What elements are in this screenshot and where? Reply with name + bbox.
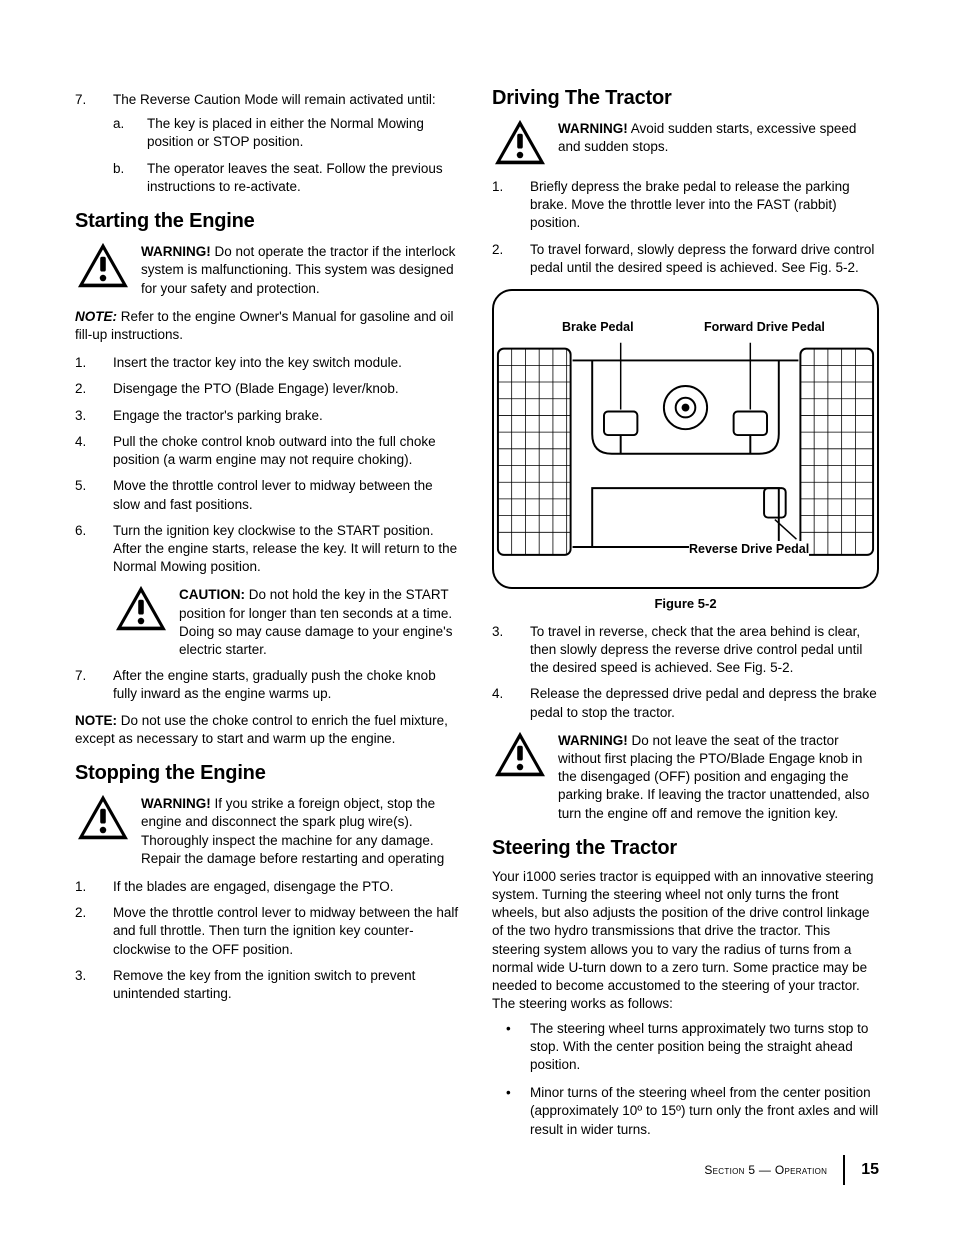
warning-icon — [75, 793, 131, 843]
list-item: Minor turns of the steering wheel from t… — [492, 1084, 879, 1139]
list-item: After the engine starts, gradually push … — [75, 667, 462, 703]
starting-warning: WARNING! Do not operate the tractor if t… — [75, 241, 462, 298]
list-item: If the blades are engaged, disengage the… — [75, 878, 462, 896]
list-item: Insert the tractor key into the key swit… — [75, 354, 462, 372]
driving-steps-12: Briefly depress the brake pedal to relea… — [492, 178, 879, 277]
page-number: 15 — [861, 1159, 879, 1181]
footer-divider — [843, 1155, 845, 1185]
rc-sublist: The key is placed in either the Normal M… — [113, 115, 462, 196]
figure-5-2: Brake Pedal Forward Drive Pedal Reverse … — [492, 289, 879, 589]
stopping-steps: If the blades are engaged, disengage the… — [75, 878, 462, 1003]
driving-warning-2: WARNING! Do not leave the seat of the tr… — [492, 730, 879, 823]
list-item: Release the depressed drive pedal and de… — [492, 685, 879, 721]
fig-label-forward: Forward Drive Pedal — [704, 319, 825, 336]
steering-bullets: The steering wheel turns approximately t… — [492, 1020, 879, 1139]
starting-caution: CAUTION: Do not hold the key in the STAR… — [113, 584, 462, 659]
fig-label-reverse: Reverse Drive Pedal — [689, 541, 809, 558]
warning-icon — [113, 584, 169, 634]
list-item: Disengage the PTO (Blade Engage) lever/k… — [75, 380, 462, 398]
steering-body: Your i1000 series tractor is equipped wi… — [492, 868, 879, 1014]
footer-section: Section 5 — Operation — [704, 1162, 827, 1178]
fig-label-brake: Brake Pedal — [562, 319, 634, 336]
list-item: To travel in reverse, check that the are… — [492, 623, 879, 678]
page-footer: Section 5 — Operation 15 — [704, 1155, 879, 1185]
starting-note2: NOTE: Do not use the choke control to en… — [75, 712, 462, 748]
rc-item: The Reverse Caution Mode will remain act… — [113, 92, 436, 107]
list-item: Turn the ignition key clockwise to the S… — [75, 522, 462, 577]
warning-label: WARNING! — [558, 121, 628, 136]
list-item: Engage the tractor's parking brake. — [75, 407, 462, 425]
driving-steps-34: To travel in reverse, check that the are… — [492, 623, 879, 722]
list-item: The steering wheel turns approximately t… — [492, 1020, 879, 1075]
list-item: Remove the key from the ignition switch … — [75, 967, 462, 1003]
warning-icon — [492, 730, 548, 780]
stopping-warning: WARNING! If you strike a foreign object,… — [75, 793, 462, 868]
warning-icon — [492, 118, 548, 168]
caution-label: CAUTION: — [179, 587, 249, 602]
list-item: Briefly depress the brake pedal to relea… — [492, 178, 879, 233]
steering-heading: Steering the Tractor — [492, 835, 879, 862]
starting-heading: Starting the Engine — [75, 208, 462, 235]
stopping-heading: Stopping the Engine — [75, 760, 462, 787]
list-item: To travel forward, slowly depress the fo… — [492, 241, 879, 277]
figure-caption: Figure 5-2 — [492, 595, 879, 613]
starting-note: NOTE: Refer to the engine Owner's Manual… — [75, 308, 462, 344]
warning-label: WARNING! — [558, 733, 628, 748]
warning-label: WARNING! — [141, 244, 211, 259]
rc-sub-b: The operator leaves the seat. Follow the… — [113, 160, 462, 196]
warning-label: WARNING! — [141, 796, 211, 811]
warning-icon — [75, 241, 131, 291]
starting-steps: Insert the tractor key into the key swit… — [75, 354, 462, 576]
driving-warning: WARNING! Avoid sudden starts, excessive … — [492, 118, 879, 168]
reverse-caution-continuation: The Reverse Caution Mode will remain act… — [75, 91, 462, 196]
starting-step7: After the engine starts, gradually push … — [75, 667, 462, 703]
rc-sub-a: The key is placed in either the Normal M… — [113, 115, 462, 151]
list-item: Pull the choke control knob outward into… — [75, 433, 462, 469]
list-item: Move the throttle control lever to midwa… — [75, 477, 462, 513]
driving-heading: Driving The Tractor — [492, 85, 879, 112]
list-item: Move the throttle control lever to midwa… — [75, 904, 462, 959]
